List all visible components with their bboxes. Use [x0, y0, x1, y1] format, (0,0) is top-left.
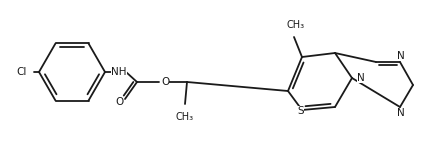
Text: O: O	[115, 97, 123, 107]
Text: Cl: Cl	[16, 67, 27, 77]
Text: N: N	[357, 73, 365, 83]
Text: CH₃: CH₃	[176, 112, 194, 122]
Text: NH: NH	[111, 67, 127, 77]
Text: N: N	[397, 51, 405, 61]
Text: N: N	[397, 108, 405, 118]
Text: O: O	[161, 77, 169, 87]
Text: S: S	[298, 106, 304, 116]
Text: CH₃: CH₃	[287, 20, 305, 30]
